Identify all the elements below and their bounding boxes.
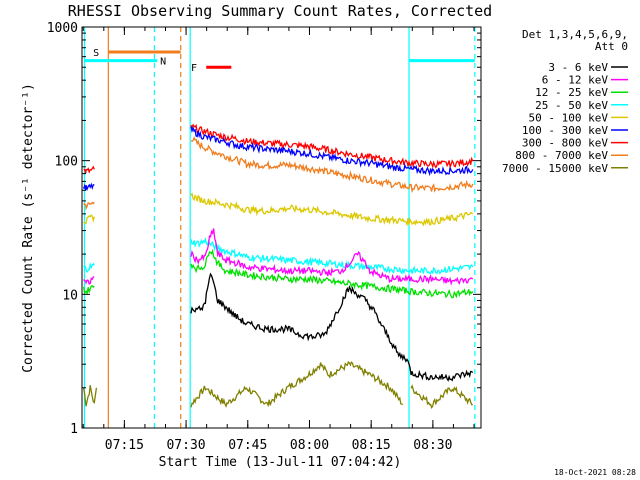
legend-label: 800 - 7000 keV xyxy=(515,149,608,162)
series-line xyxy=(82,285,95,296)
y-tick-label: 1000 xyxy=(47,21,78,36)
series-line xyxy=(190,248,474,299)
series-line xyxy=(190,360,404,409)
plot-frame xyxy=(81,26,482,429)
series-line xyxy=(190,228,474,286)
series-line xyxy=(83,262,95,273)
legend-subtitle: Att 0 xyxy=(595,40,628,53)
y-axis-label: Corrected Count Rate (s⁻¹ detector⁻¹) xyxy=(21,83,36,373)
legend-label: 12 - 25 keV xyxy=(535,86,608,99)
x-tick-label: 07:15 xyxy=(105,438,144,453)
legend-label: 100 - 300 keV xyxy=(522,124,608,137)
series-line xyxy=(83,214,95,225)
y-tick-label: 10 xyxy=(62,288,78,303)
legend-label: 6 - 12 keV xyxy=(542,74,609,87)
plot-area xyxy=(82,27,481,428)
series-line xyxy=(83,201,95,211)
x-tick-label: 07:30 xyxy=(166,438,205,453)
legend-title: Det 1,3,4,5,6,9, xyxy=(522,28,628,41)
x-axis-label: Start Time (13-Jul-11 07:04:42) xyxy=(159,455,402,470)
series-line xyxy=(190,136,474,194)
series-line xyxy=(83,276,95,285)
legend-label: 3 - 6 keV xyxy=(548,61,608,74)
series-line xyxy=(410,384,473,410)
legend-label: 25 - 50 keV xyxy=(535,99,608,112)
flag-label: S xyxy=(93,48,99,59)
flag-label: F xyxy=(191,63,197,74)
series-line xyxy=(190,123,474,170)
series-line xyxy=(190,126,474,177)
footer-timestamp: 18-Oct-2021 08:28 xyxy=(554,468,636,477)
y-tick-label: 100 xyxy=(55,155,78,170)
x-tick-label: 08:00 xyxy=(290,438,329,453)
y-tick-label: 1 xyxy=(70,422,78,437)
series-line xyxy=(190,272,474,382)
x-tick-label: 08:30 xyxy=(413,438,452,453)
series-line xyxy=(83,165,95,174)
series-line xyxy=(82,182,95,192)
legend-label: 50 - 100 keV xyxy=(529,111,609,124)
flag-label: N xyxy=(160,57,166,68)
series-line xyxy=(190,192,474,227)
series-line xyxy=(82,385,98,407)
legend-label: 300 - 800 keV xyxy=(522,137,608,150)
legend-label: 7000 - 15000 keV xyxy=(502,162,608,175)
chart-title: RHESSI Observing Summary Count Rates, Co… xyxy=(68,2,492,20)
x-tick-label: 08:15 xyxy=(352,438,391,453)
series-line xyxy=(190,237,474,275)
x-tick-label: 07:45 xyxy=(228,438,267,453)
